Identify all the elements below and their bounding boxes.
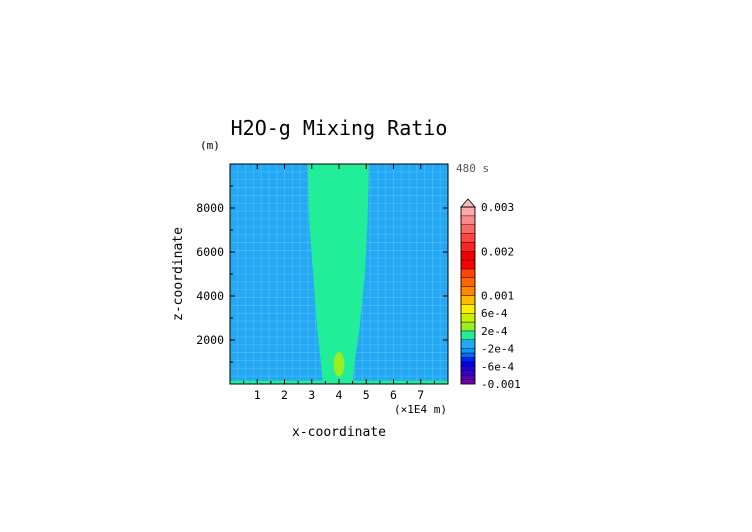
x-tick-label: 1 bbox=[254, 388, 261, 402]
colorbar-swatch bbox=[460, 313, 476, 323]
x-axis: 1 2 3 4 5 6 7 bbox=[243, 164, 435, 402]
colorbar-labels: 0.003 0.002 0.001 6e-4 2e-4 -2e-4 -6e-4 -0.001 bbox=[481, 201, 521, 391]
colorbar-swatch bbox=[460, 286, 476, 296]
x-tick-label: 4 bbox=[336, 388, 343, 402]
colorbar-label: 0.001 bbox=[481, 290, 514, 303]
y-tick-label: 6000 bbox=[196, 245, 224, 259]
y-tick-label: 8000 bbox=[196, 201, 224, 215]
x-tick-label: 6 bbox=[390, 388, 397, 402]
colorbar-swatch bbox=[460, 339, 476, 349]
colorbar bbox=[460, 198, 476, 385]
y-tick-label: 2000 bbox=[196, 333, 224, 347]
colorbar-label: 6e-4 bbox=[481, 307, 508, 320]
x-tick-label: 7 bbox=[417, 388, 424, 402]
colorbar-swatch bbox=[460, 304, 476, 314]
colorbar-swatch bbox=[460, 352, 476, 358]
colorbar-label: 0.003 bbox=[481, 201, 514, 214]
moist-blob-region bbox=[333, 352, 345, 377]
colorbar-swatch bbox=[460, 206, 476, 217]
colorbar-label: -0.001 bbox=[481, 378, 521, 391]
colorbar-swatch bbox=[460, 357, 476, 363]
y-axis-label: z-coordinate bbox=[171, 227, 186, 321]
y-axis: 2000 4000 6000 8000 bbox=[196, 185, 448, 363]
colorbar-extend-arrow bbox=[460, 198, 476, 208]
colorbar-label: -6e-4 bbox=[481, 360, 514, 373]
colorbar-swatch bbox=[460, 348, 476, 354]
colorbar-swatch bbox=[460, 295, 476, 305]
colorbar-label: -2e-4 bbox=[481, 343, 514, 356]
x-axis-label: x-coordinate bbox=[292, 425, 386, 440]
colorbar-swatch bbox=[460, 233, 476, 243]
colorbar-swatch bbox=[460, 370, 476, 376]
colorbar-swatch bbox=[460, 268, 476, 279]
y-unit-label: (m) bbox=[200, 139, 220, 152]
colorbar-swatch bbox=[460, 374, 476, 380]
time-label: 480 s bbox=[456, 162, 489, 175]
colorbar-frame bbox=[460, 206, 476, 385]
plume-region bbox=[307, 164, 369, 384]
colorbar-swatch bbox=[460, 330, 476, 340]
colorbar-label: 2e-4 bbox=[481, 325, 508, 338]
colorbar-swatch bbox=[460, 251, 476, 261]
plot-area bbox=[230, 164, 448, 384]
x-tick-label: 5 bbox=[363, 388, 370, 402]
field-grid bbox=[230, 164, 448, 384]
colorbar-swatch bbox=[460, 321, 476, 332]
x-tick-label: 3 bbox=[308, 388, 315, 402]
x-unit-label: (×1E4 m) bbox=[394, 403, 447, 416]
colorbar-swatch bbox=[460, 242, 476, 252]
colorbar-swatch bbox=[460, 224, 476, 234]
colorbar-label: 0.002 bbox=[481, 245, 514, 258]
colorbar-swatch bbox=[460, 259, 476, 270]
colorbar-swatch bbox=[460, 379, 476, 385]
y-tick-label: 4000 bbox=[196, 289, 224, 303]
colorbar-swatch bbox=[460, 366, 476, 371]
colorbar-swatch bbox=[460, 361, 476, 367]
colorbar-swatch bbox=[460, 215, 476, 225]
chart-title: H2O-g Mixing Ratio bbox=[231, 116, 448, 140]
x-tick-label: 2 bbox=[281, 388, 288, 402]
colorbar-swatch bbox=[460, 277, 476, 287]
